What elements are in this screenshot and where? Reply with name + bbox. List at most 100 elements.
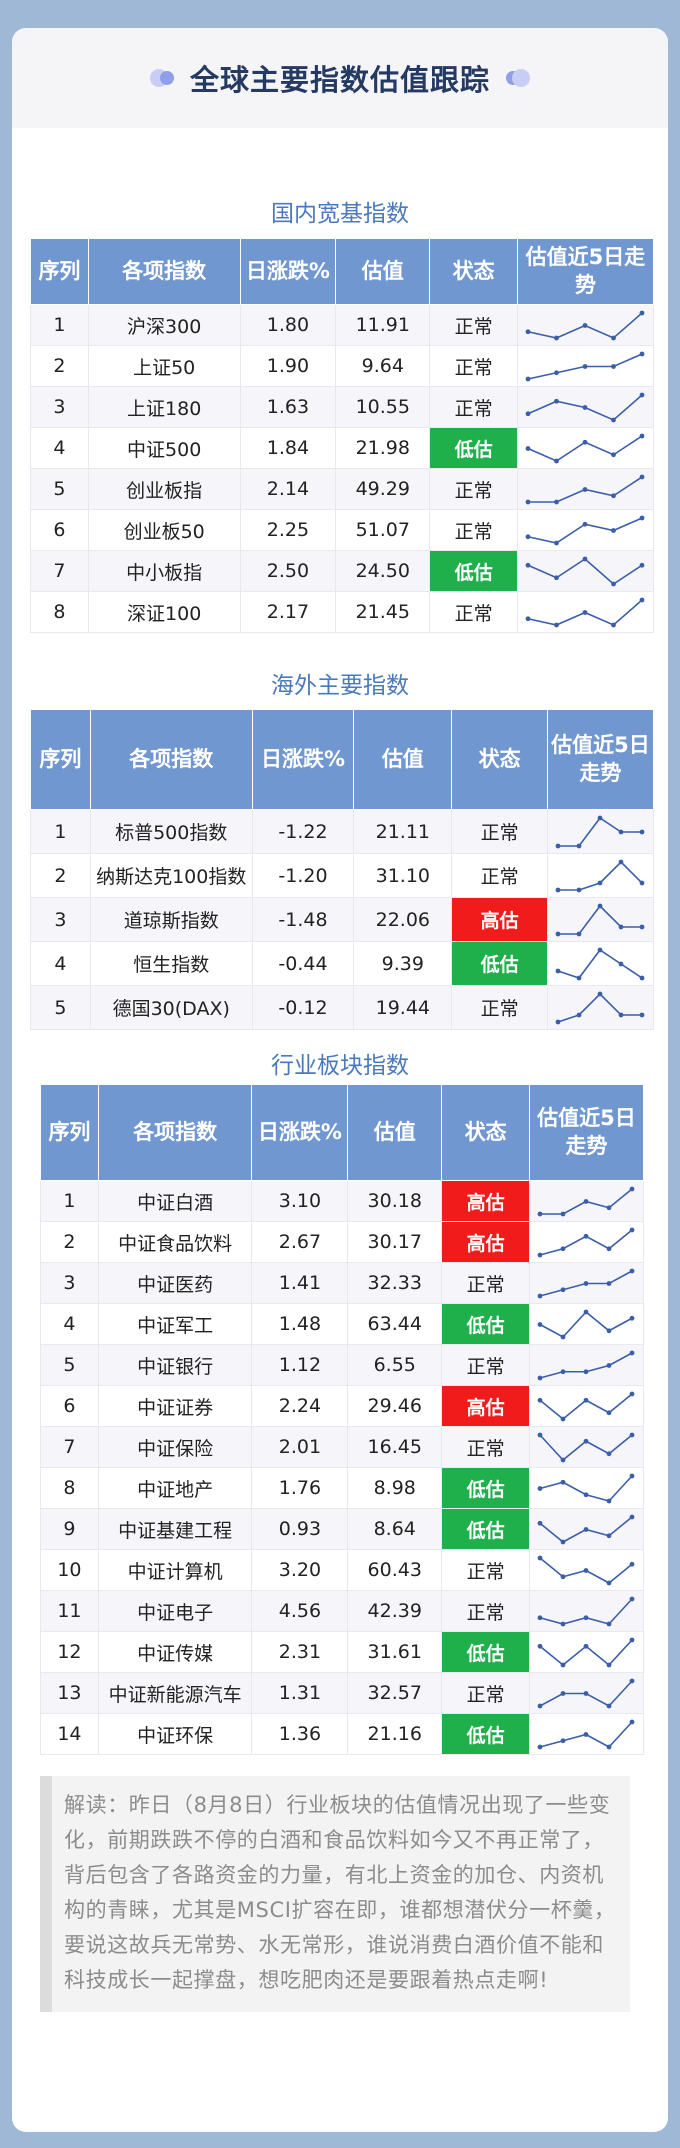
trend-point <box>583 521 588 527</box>
trend-point <box>561 1334 566 1339</box>
trend-cell <box>528 1508 645 1550</box>
table-row: 1 中证白酒 3.10 30.18 高估 <box>40 1180 645 1222</box>
trend-sparkline <box>556 815 645 848</box>
trend-point <box>607 1450 612 1456</box>
trend-point <box>630 1678 635 1683</box>
trend-point <box>607 1580 612 1585</box>
decor-dots-right <box>506 69 530 87</box>
trend-cell <box>528 1426 645 1468</box>
trend-line <box>558 904 643 935</box>
status-badge: 低估 <box>441 1631 530 1673</box>
table-row: 14 中证环保 1.36 21.16 低估 <box>40 1713 645 1755</box>
row-number: 8 <box>40 1467 99 1509</box>
trend-point <box>630 1186 635 1191</box>
table-row: 1 标普500指数 -1.22 21.11 正常 <box>30 809 655 854</box>
status-badge: 高估 <box>441 1180 530 1222</box>
trend-point <box>583 556 588 561</box>
trend-point <box>640 924 645 929</box>
trend-line <box>540 1310 633 1338</box>
column-header: 日涨跌% <box>251 709 355 810</box>
column-header: 序列 <box>30 238 89 305</box>
trend-point <box>640 310 645 315</box>
column-header: 状态 <box>441 1084 530 1181</box>
trend-point <box>526 410 531 416</box>
trend-point <box>561 1690 566 1696</box>
trend-line <box>528 434 643 462</box>
daily-change: 3.20 <box>251 1549 349 1591</box>
trend-point <box>561 1539 566 1544</box>
status-badge: 低估 <box>441 1508 530 1550</box>
trend-point <box>561 1737 566 1743</box>
status-badge: 低估 <box>441 1303 530 1345</box>
trend-sparkline <box>526 433 645 463</box>
trend-point <box>526 376 531 381</box>
table-row: 10 中证计算机 3.20 60.43 正常 <box>40 1549 645 1591</box>
daily-change: 3.10 <box>251 1180 349 1222</box>
status-badge: 低估 <box>429 550 518 592</box>
valuation: 49.29 <box>335 468 431 510</box>
trend-sparkline <box>538 1350 635 1380</box>
trend-point <box>630 1227 635 1232</box>
trend-point <box>583 404 588 410</box>
column-header: 估值 <box>347 1084 443 1181</box>
trend-point <box>640 597 645 602</box>
trend-point <box>556 843 561 848</box>
trend-point <box>584 1280 589 1286</box>
table-row: 2 纳斯达克100指数 -1.20 31.10 正常 <box>30 853 655 898</box>
decor-dots-left <box>149 69 174 87</box>
trend-point <box>607 1703 612 1708</box>
valuation: 21.11 <box>353 809 453 854</box>
valuation: 29.46 <box>347 1385 443 1427</box>
row-number: 1 <box>40 1180 99 1222</box>
trend-line <box>540 1228 633 1256</box>
trend-cell <box>528 1590 645 1632</box>
row-number: 12 <box>40 1631 99 1673</box>
table-row: 3 上证180 1.63 10.55 正常 <box>30 386 655 428</box>
trend-point <box>630 1719 635 1724</box>
trend-point <box>577 931 582 936</box>
column-header: 各项指数 <box>87 238 241 305</box>
trend-cell <box>516 427 655 469</box>
trend-point <box>584 1397 589 1403</box>
trend-point <box>538 1293 543 1298</box>
table-row: 4 中证军工 1.48 63.44 低估 <box>40 1303 645 1345</box>
trend-cell <box>516 550 655 592</box>
trend-point <box>577 975 582 980</box>
row-number: 8 <box>30 591 89 633</box>
trend-sparkline <box>526 392 645 422</box>
trend-point <box>619 924 624 929</box>
section-title-industry: 行业板块指数 <box>271 1053 409 1079</box>
domestic-index-table: 序列 各项指数 日涨跌% 估值 状态 估值近5日走势 1 沪深300 1.80 11.91 正常 2 上… <box>30 238 655 633</box>
trend-point <box>561 1286 566 1292</box>
trend-point <box>640 1012 645 1017</box>
trend-sparkline <box>526 515 645 545</box>
row-number: 2 <box>40 1221 99 1263</box>
daily-change: 2.14 <box>239 468 337 510</box>
row-number: 3 <box>40 1262 99 1304</box>
trend-sparkline <box>538 1637 635 1667</box>
index-name: 中证证券 <box>97 1385 253 1427</box>
trend-point <box>607 1327 612 1333</box>
row-number: 1 <box>30 304 89 346</box>
status-badge: 正常 <box>441 1590 530 1632</box>
trend-point <box>538 1252 543 1257</box>
trend-point <box>584 1731 589 1737</box>
trend-point <box>583 486 588 492</box>
trend-point <box>630 1268 635 1273</box>
daily-change: 1.80 <box>239 304 337 346</box>
row-number: 5 <box>30 468 89 510</box>
trend-point <box>640 515 645 520</box>
trend-point <box>554 335 560 340</box>
status-badge: 正常 <box>429 386 518 428</box>
daily-change: 1.36 <box>251 1713 349 1755</box>
table-header-row: 序列 各项指数 日涨跌% 估值 状态 估值近5日走势 <box>40 1084 645 1181</box>
trend-point <box>584 1526 589 1532</box>
trend-point <box>583 363 588 369</box>
trend-point <box>561 1416 566 1421</box>
daily-change: -0.44 <box>251 941 355 986</box>
valuation: 9.39 <box>353 941 453 986</box>
table-row: 2 中证食品饮料 2.67 30.17 高估 <box>40 1221 645 1263</box>
index-name: 中证白酒 <box>97 1180 253 1222</box>
status-badge: 低估 <box>441 1713 530 1755</box>
valuation: 10.55 <box>335 386 431 428</box>
